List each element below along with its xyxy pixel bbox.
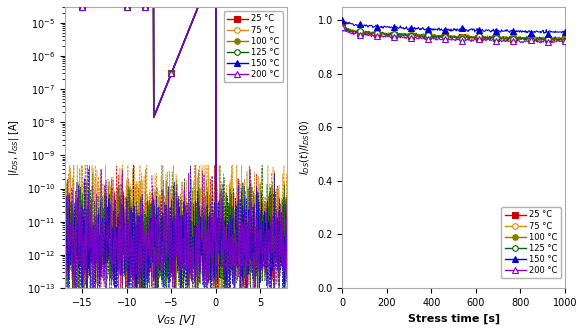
- Y-axis label: $I_{DS}(t)/I_{DS}(0)$: $I_{DS}(t)/I_{DS}(0)$: [298, 120, 312, 175]
- Legend: 25 °C, 75 °C, 100 °C, 125 °C, 150 °C, 200 °C: 25 °C, 75 °C, 100 °C, 125 °C, 150 °C, 20…: [224, 11, 283, 82]
- Y-axis label: |$I_{DS}$, $I_{GS}$| [A]: |$I_{DS}$, $I_{GS}$| [A]: [7, 119, 21, 176]
- X-axis label: $V_{GS}$ [V]: $V_{GS}$ [V]: [156, 313, 196, 327]
- Legend: 25 °C, 75 °C, 100 °C, 125 °C, 150 °C, 200 °C: 25 °C, 75 °C, 100 °C, 125 °C, 150 °C, 20…: [502, 207, 561, 278]
- X-axis label: Stress time [s]: Stress time [s]: [408, 313, 500, 324]
